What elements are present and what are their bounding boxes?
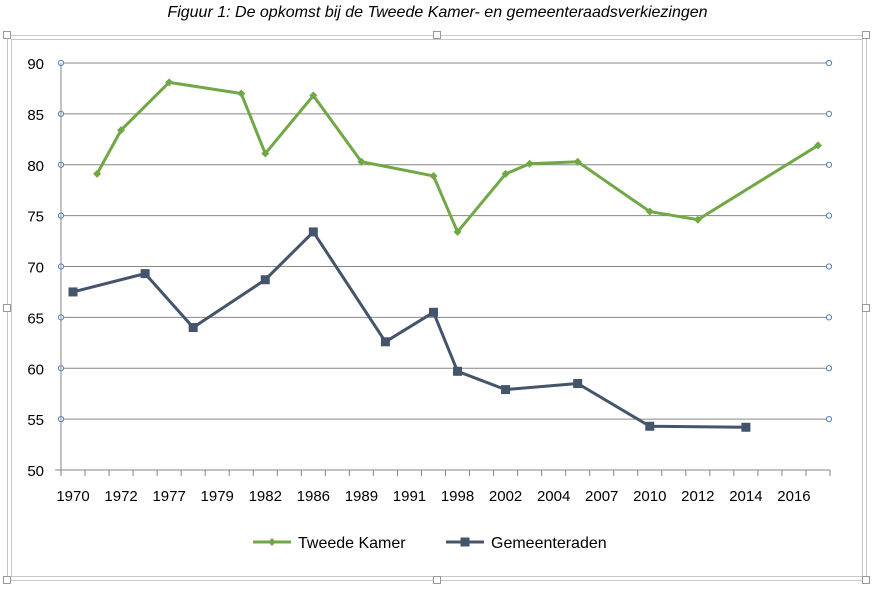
legend: Tweede Kamer Gemeenteraden xyxy=(253,535,607,552)
y-tick-label: 80 xyxy=(27,158,44,175)
data-point[interactable] xyxy=(428,307,438,317)
data-point[interactable] xyxy=(645,207,654,216)
right-axis-marker-icon xyxy=(825,365,833,372)
series-layer xyxy=(68,78,822,432)
x-tick-label: 1979 xyxy=(201,488,234,505)
x-tick-label: 2002 xyxy=(489,488,522,505)
right-axis-marker-icon xyxy=(825,110,833,117)
data-point[interactable] xyxy=(117,126,126,135)
x-tick-label: 2004 xyxy=(537,488,570,505)
data-point[interactable] xyxy=(357,157,366,166)
x-tick-label: 1991 xyxy=(393,488,426,505)
data-point[interactable] xyxy=(380,337,390,347)
resize-handle[interactable] xyxy=(862,304,870,312)
data-point[interactable] xyxy=(693,215,702,224)
x-tick-label: 2012 xyxy=(681,488,714,505)
data-point[interactable] xyxy=(309,91,318,100)
y-tick-label: 70 xyxy=(27,260,44,277)
x-tick-label: 1970 xyxy=(56,488,89,505)
x-tick-label: 1998 xyxy=(441,488,474,505)
data-point[interactable] xyxy=(453,227,462,236)
x-tick-label: 2016 xyxy=(777,488,810,505)
data-point[interactable] xyxy=(188,323,198,333)
right-axis-marker-icon xyxy=(825,416,833,423)
data-point[interactable] xyxy=(525,159,534,168)
series-line[interactable] xyxy=(95,80,819,234)
data-point[interactable] xyxy=(165,78,174,87)
resize-handle[interactable] xyxy=(3,576,11,584)
legend-label: Gemeenteraden xyxy=(491,535,607,552)
data-point[interactable] xyxy=(429,171,438,180)
x-tick-label: 2014 xyxy=(729,488,762,505)
y-tick-label: 65 xyxy=(27,310,44,327)
series-gemeenteraden xyxy=(68,227,751,432)
data-point[interactable] xyxy=(453,366,463,376)
data-point[interactable] xyxy=(573,157,582,166)
right-axis-marker-icon xyxy=(825,263,833,270)
right-axis-marker-icon xyxy=(825,212,833,219)
data-point[interactable] xyxy=(68,287,78,297)
x-tick-label: 1977 xyxy=(152,488,185,505)
x-tick-label: 1986 xyxy=(297,488,330,505)
data-point[interactable] xyxy=(501,385,511,395)
x-tick-label: 1982 xyxy=(249,488,282,505)
axes: 50 55 60 65 70 75 80 85 90 1970 1972 1977 1979 1982 19… xyxy=(27,56,833,505)
series-line[interactable] xyxy=(72,230,746,429)
y-tick-label: 85 xyxy=(27,107,44,124)
resize-handle[interactable] xyxy=(3,31,11,39)
data-point[interactable] xyxy=(93,169,102,178)
data-point[interactable] xyxy=(501,169,510,178)
data-point[interactable] xyxy=(140,269,150,279)
chart-title: Figuur 1: De opkomst bij de Tweede Kamer… xyxy=(167,4,708,21)
square-marker-icon xyxy=(460,537,470,547)
data-point[interactable] xyxy=(741,422,751,432)
gridlines xyxy=(61,62,830,420)
data-point[interactable] xyxy=(260,275,270,285)
y-tick-label: 75 xyxy=(27,209,44,226)
resize-handle[interactable] xyxy=(433,31,441,39)
x-tick-label: 1972 xyxy=(104,488,137,505)
data-point[interactable] xyxy=(573,379,583,389)
data-point[interactable] xyxy=(645,421,655,431)
y-tick-label: 55 xyxy=(27,412,44,429)
x-tick-label: 2007 xyxy=(585,488,618,505)
data-point[interactable] xyxy=(261,149,270,158)
x-tick-label: 2010 xyxy=(633,488,666,505)
right-axis-marker-icon xyxy=(825,314,833,321)
diamond-marker-icon xyxy=(268,538,276,546)
y-tick-label: 90 xyxy=(27,56,44,73)
legend-item[interactable]: Gemeenteraden xyxy=(446,535,607,552)
data-point[interactable] xyxy=(308,227,318,237)
data-point[interactable] xyxy=(237,89,246,98)
resize-handle[interactable] xyxy=(433,576,441,584)
y-tick-label: 50 xyxy=(27,463,44,480)
legend-label: Tweede Kamer xyxy=(298,535,406,552)
resize-handle[interactable] xyxy=(862,31,870,39)
right-axis-marker-icon xyxy=(825,161,833,168)
data-point[interactable] xyxy=(813,141,822,150)
resize-handles xyxy=(3,31,870,584)
right-axis-marker-icon xyxy=(825,59,833,67)
y-tick-label: 60 xyxy=(27,361,44,378)
series-tweede-kamer xyxy=(93,78,822,236)
resize-handle[interactable] xyxy=(862,576,870,584)
legend-item[interactable]: Tweede Kamer xyxy=(253,535,406,552)
resize-handle[interactable] xyxy=(3,304,11,312)
x-tick-label: 1989 xyxy=(345,488,378,505)
